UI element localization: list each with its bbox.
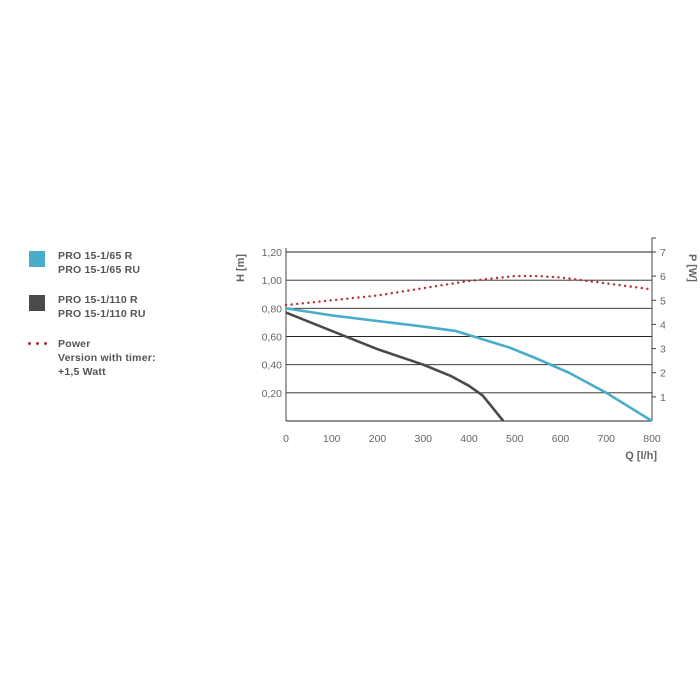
legend-label-power: Power Version with timer: +1,5 Watt: [58, 337, 156, 379]
y-axis-label: H [m]: [235, 254, 247, 282]
y2-tick-label: 3: [660, 344, 666, 356]
legend-label-series1: PRO 15-1/65 R PRO 15-1/65 RU: [58, 249, 140, 277]
legend: PRO 15-1/65 R PRO 15-1/65 RU PRO 15-1/11…: [28, 248, 228, 396]
x-tick-label: 700: [597, 433, 615, 445]
legend-item-power: Power Version with timer: +1,5 Watt: [28, 336, 228, 396]
legend-label-power-line3: +1,5 Watt: [58, 366, 106, 378]
series-line-2: [285, 311, 505, 422]
x-tick-label: 100: [323, 433, 341, 445]
y2-tick-label: 7: [660, 247, 666, 259]
legend-label-series2: PRO 15-1/110 R PRO 15-1/110 RU: [58, 293, 146, 321]
legend-item-series2: PRO 15-1/110 R PRO 15-1/110 RU: [28, 292, 228, 336]
legend-swatch-series2: [29, 295, 45, 311]
series-line-1: [285, 307, 653, 423]
legend-swatch-power: [28, 342, 48, 346]
series-lines: [284, 274, 654, 423]
y-tick-label: 1,20: [262, 247, 283, 259]
y2-tick-label: 5: [660, 295, 666, 307]
legend-label-power-line2: Version with timer:: [58, 352, 156, 364]
grid-lines: [286, 251, 652, 422]
x-axis-label: Q [l/h]: [625, 450, 657, 462]
x-tick-label: 300: [414, 433, 432, 445]
x-tick-label: 0: [283, 433, 289, 445]
y2-tick-label: 1: [660, 392, 666, 404]
legend-label-series2-line2: PRO 15-1/110 RU: [58, 308, 146, 320]
y-tick-label: 0,80: [262, 303, 283, 315]
y-tick-label: 0,60: [262, 332, 283, 344]
x-tick-label: 400: [460, 433, 478, 445]
y-tick-label: 1,00: [262, 275, 283, 287]
legend-label-series2-line1: PRO 15-1/110 R: [58, 294, 138, 306]
y2-tick-label: 6: [660, 271, 666, 283]
x-tick-label: 600: [552, 433, 570, 445]
x-tick-label: 500: [506, 433, 524, 445]
legend-label-series1-line2: PRO 15-1/65 RU: [58, 264, 141, 276]
y2-axis-label: P [W]: [686, 254, 698, 282]
legend-label-series1-line1: PRO 15-1/65 R: [58, 250, 133, 262]
tick-labels: 0,20 0,40 0,60 0,80 1,00 1,20 1 2 3 4 5 6 7 0 100 200 30…: [262, 247, 666, 445]
series-line-3: [284, 274, 654, 307]
x-tick-label: 200: [369, 433, 387, 445]
legend-swatch-series1: [29, 251, 45, 267]
x-tick-label: 800: [643, 433, 661, 445]
y2-tick-label: 4: [660, 319, 666, 331]
legend-item-series1: PRO 15-1/65 R PRO 15-1/65 RU: [28, 248, 228, 292]
axes: [285, 237, 656, 421]
legend-label-power-line1: Power: [58, 338, 91, 350]
y2-tick-label: 2: [660, 368, 666, 380]
y-tick-label: 0,40: [262, 360, 283, 372]
y-tick-label: 0,20: [262, 388, 283, 400]
